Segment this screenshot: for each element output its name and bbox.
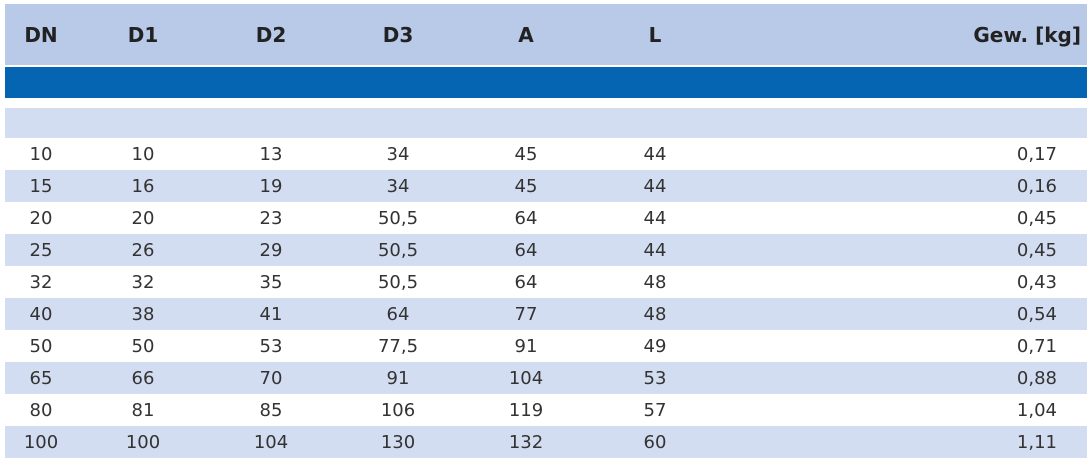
header-a: A — [518, 22, 534, 47]
cell-a: 91 — [514, 335, 538, 357]
divider — [5, 65, 1087, 67]
cell-d3: 50,5 — [377, 207, 419, 229]
cell-d3: 50,5 — [377, 239, 419, 261]
cell-l: 49 — [643, 335, 667, 357]
table-row: 15 16 19 34 45 44 0,16 — [5, 170, 1087, 202]
light-band — [5, 108, 1087, 138]
cell-d1: 81 — [131, 399, 155, 421]
cell-weight: 0,54 — [1016, 303, 1057, 325]
cell-a: 104 — [508, 367, 544, 389]
cell-dn: 10 — [29, 143, 53, 165]
cell-weight: 0,45 — [1016, 239, 1057, 261]
cell-dn: 20 — [29, 207, 53, 229]
table-row: 40 38 41 64 77 48 0,54 — [5, 298, 1087, 330]
cell-d1: 20 — [131, 207, 155, 229]
cell-d1: 32 — [131, 271, 155, 293]
header-dn: DN — [24, 22, 58, 47]
cell-d3: 64 — [386, 303, 410, 325]
cell-d1: 66 — [131, 367, 155, 389]
table-row: 25 26 29 50,5 64 44 0,45 — [5, 234, 1087, 266]
cell-weight: 0,88 — [1016, 367, 1057, 389]
cell-a: 64 — [514, 239, 538, 261]
cell-l: 44 — [643, 239, 667, 261]
cell-dn: 65 — [29, 367, 53, 389]
cell-l: 53 — [643, 367, 667, 389]
cell-a: 64 — [514, 207, 538, 229]
header-d2: D2 — [255, 22, 287, 47]
cell-l: 44 — [643, 143, 667, 165]
cell-l: 57 — [643, 399, 667, 421]
cell-l: 48 — [643, 271, 667, 293]
cell-dn: 40 — [29, 303, 53, 325]
cell-d1: 100 — [125, 431, 161, 453]
cell-dn: 50 — [29, 335, 53, 357]
cell-dn: 15 — [29, 175, 53, 197]
cell-d3: 77,5 — [377, 335, 419, 357]
table-row: 10 10 13 34 45 44 0,17 — [5, 138, 1087, 170]
cell-d2: 19 — [259, 175, 283, 197]
cell-d3: 34 — [386, 175, 410, 197]
table-row: 65 66 70 91 104 53 0,88 — [5, 362, 1087, 394]
cell-d1: 38 — [131, 303, 155, 325]
divider — [5, 98, 1087, 108]
header-d3: D3 — [382, 22, 414, 47]
cell-a: 119 — [508, 399, 544, 421]
cell-d2: 70 — [259, 367, 283, 389]
cell-dn: 32 — [29, 271, 53, 293]
table-row: 80 81 85 106 119 57 1,04 — [5, 394, 1087, 426]
table-row: 50 50 53 77,5 91 49 0,71 — [5, 330, 1087, 362]
header-l: L — [648, 22, 662, 47]
cell-a: 45 — [514, 143, 538, 165]
cell-d2: 104 — [253, 431, 289, 453]
cell-weight: 0,43 — [1016, 271, 1057, 293]
cell-weight: 1,11 — [1016, 431, 1057, 453]
cell-d2: 29 — [259, 239, 283, 261]
cell-d2: 13 — [259, 143, 283, 165]
cell-weight: 0,45 — [1016, 207, 1057, 229]
cell-weight: 0,71 — [1016, 335, 1057, 357]
cell-a: 64 — [514, 271, 538, 293]
header-d1: D1 — [127, 22, 159, 47]
cell-weight: 1,04 — [1016, 399, 1057, 421]
table-body: 10 10 13 34 45 44 0,17 15 16 19 34 45 44 0,16 20 20 23 50… — [5, 138, 1087, 458]
cell-weight: 0,16 — [1016, 175, 1057, 197]
blue-band — [5, 67, 1087, 98]
table-header-row: DN D1 D2 D3 A L Gew. [kg] — [5, 4, 1087, 65]
table-row: 20 20 23 50,5 64 44 0,45 — [5, 202, 1087, 234]
cell-l: 60 — [643, 431, 667, 453]
cell-d3: 130 — [380, 431, 416, 453]
cell-a: 132 — [508, 431, 544, 453]
dimension-table: DN D1 D2 D3 A L Gew. [kg] 10 10 13 34 45 44 0,… — [5, 4, 1087, 458]
cell-d2: 35 — [259, 271, 283, 293]
cell-weight: 0,17 — [1016, 143, 1057, 165]
cell-dn: 80 — [29, 399, 53, 421]
cell-d3: 106 — [380, 399, 416, 421]
cell-d2: 53 — [259, 335, 283, 357]
cell-dn: 100 — [23, 431, 59, 453]
cell-d1: 50 — [131, 335, 155, 357]
cell-d2: 41 — [259, 303, 283, 325]
cell-d3: 50,5 — [377, 271, 419, 293]
cell-d1: 26 — [131, 239, 155, 261]
cell-l: 44 — [643, 207, 667, 229]
cell-a: 45 — [514, 175, 538, 197]
cell-d3: 91 — [386, 367, 410, 389]
cell-l: 44 — [643, 175, 667, 197]
table-row: 32 32 35 50,5 64 48 0,43 — [5, 266, 1087, 298]
cell-l: 48 — [643, 303, 667, 325]
cell-d1: 10 — [131, 143, 155, 165]
cell-d3: 34 — [386, 143, 410, 165]
cell-a: 77 — [514, 303, 538, 325]
header-weight: Gew. [kg] — [973, 22, 1081, 47]
table-row: 100 100 104 130 132 60 1,11 — [5, 426, 1087, 458]
cell-dn: 25 — [29, 239, 53, 261]
cell-d2: 23 — [259, 207, 283, 229]
cell-d2: 85 — [259, 399, 283, 421]
cell-d1: 16 — [131, 175, 155, 197]
